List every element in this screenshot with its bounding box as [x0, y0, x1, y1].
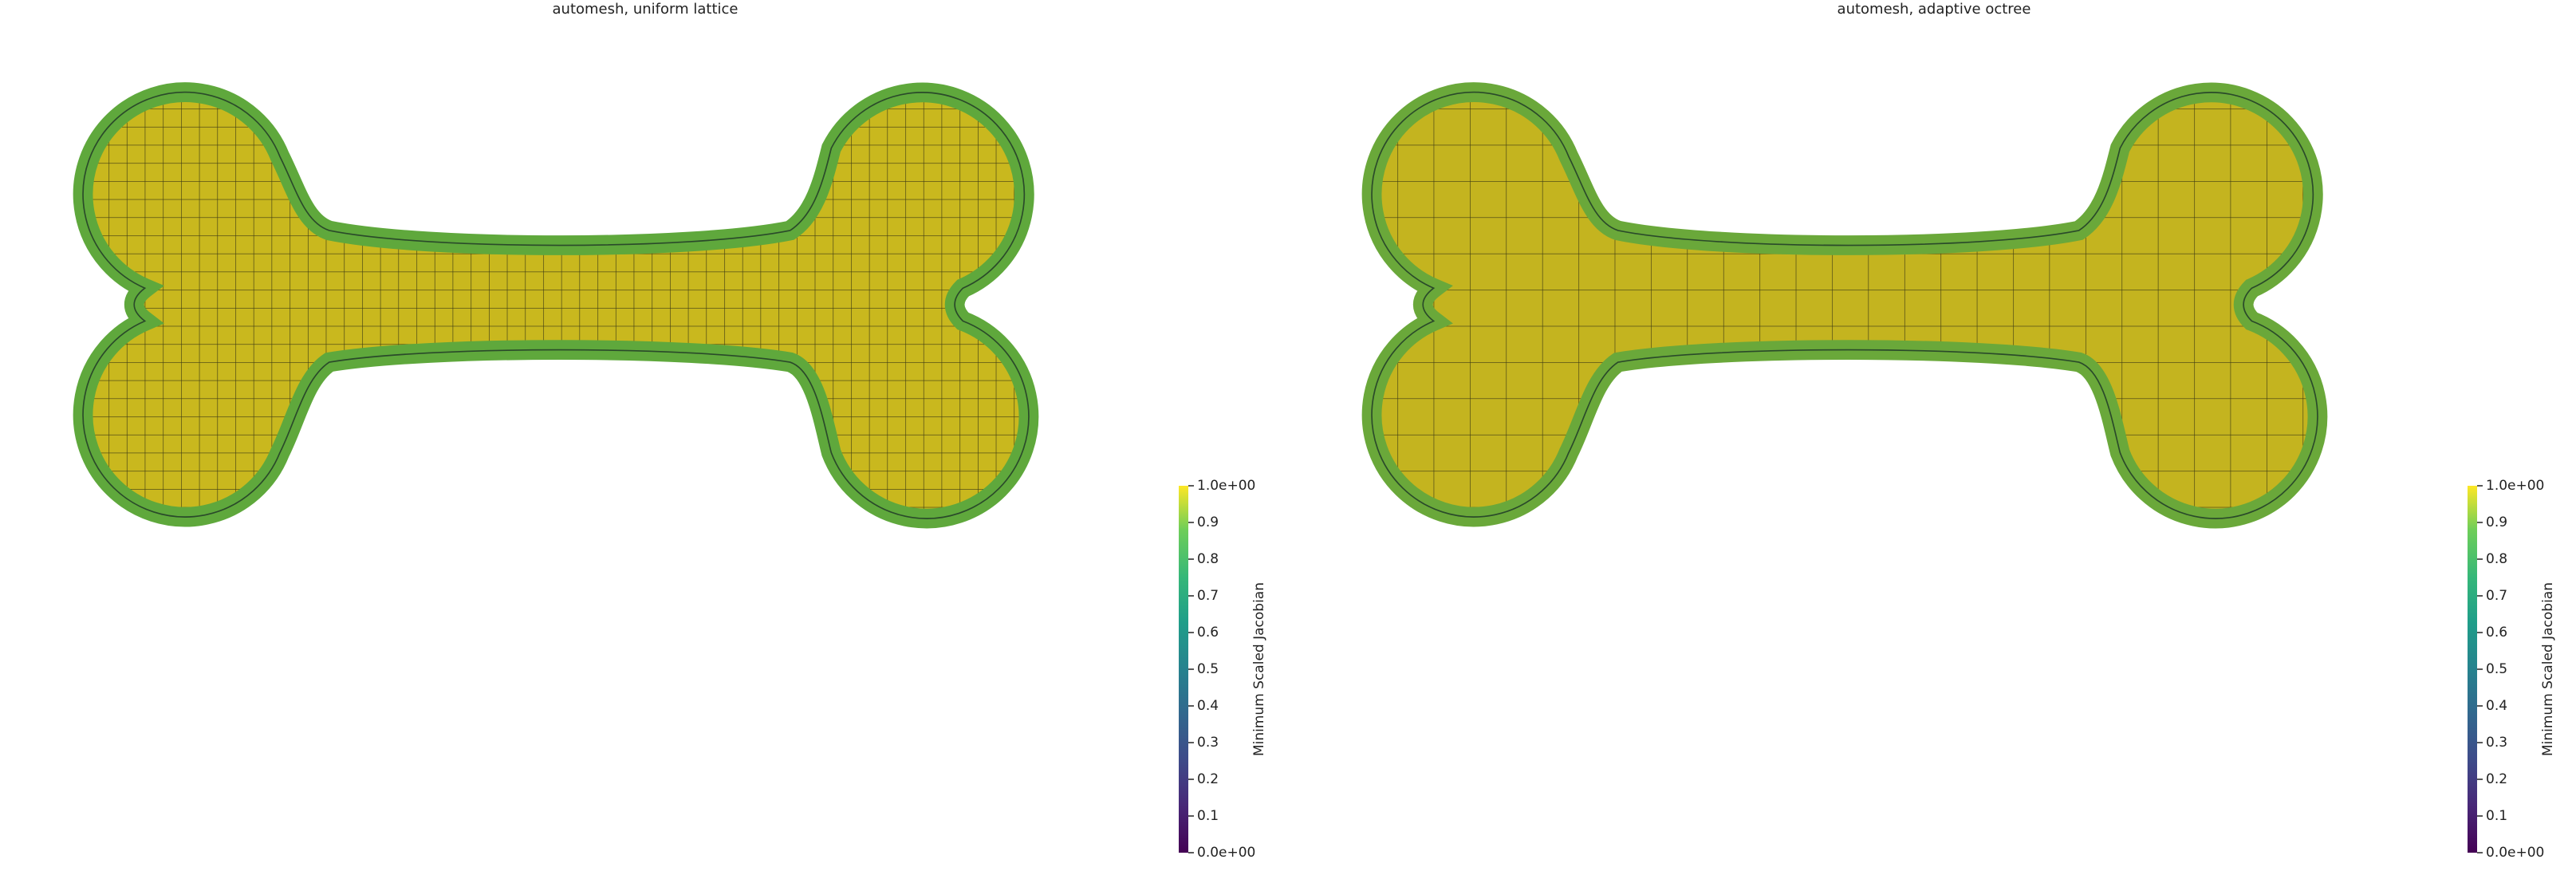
mesh-right	[1372, 93, 2318, 518]
colorbar	[2468, 486, 2477, 853]
colorbar-title: Minimum Scaled Jacobian	[1251, 582, 1267, 756]
colorbar-tick-label: 0.7	[2486, 588, 2507, 604]
colorbar-tick-label: 0.5	[2486, 661, 2507, 677]
colorbar-tick-label: 0.6	[1197, 625, 1219, 641]
colorbar-tick-label: 0.9	[1197, 514, 1219, 530]
colorbar-tick-label: 0.4	[2486, 698, 2507, 714]
mesh-left	[83, 93, 1029, 518]
panel-title: automesh, uniform lattice	[553, 1, 739, 18]
colorbar-tick-label: 0.8	[1197, 551, 1219, 567]
colorbar-tick-label: 0.0e+00	[1197, 845, 1255, 861]
colorbar-tick-label: 0.8	[2486, 551, 2507, 567]
colorbar-tick-label: 0.3	[2486, 735, 2507, 751]
colorbar-tick-label: 0.7	[1197, 588, 1219, 604]
colorbar-tick-label: 0.3	[1197, 735, 1219, 751]
colorbar-tick-label: 0.2	[2486, 771, 2507, 787]
colorbar-title: Minimum Scaled Jacobian	[2540, 582, 2556, 756]
colorbar-tick-label: 1.0e+00	[2486, 478, 2544, 494]
panel-title: automesh, adaptive octree	[1837, 1, 2031, 18]
colorbar-tick-label: 1.0e+00	[1197, 478, 1255, 494]
colorbar-tick-label: 0.9	[2486, 514, 2507, 530]
colorbar-tick-label: 0.6	[2486, 625, 2507, 641]
colorbar-tick-label: 0.1	[1197, 808, 1219, 824]
colorbar-tick-label: 0.0e+00	[2486, 845, 2544, 861]
colorbar-tick-label: 0.4	[1197, 698, 1219, 714]
colorbar-tick-label: 0.5	[1197, 661, 1219, 677]
colorbar	[1179, 486, 1188, 853]
colorbar-tick-label: 0.1	[2486, 808, 2507, 824]
colorbar-tick-label: 0.2	[1197, 771, 1219, 787]
